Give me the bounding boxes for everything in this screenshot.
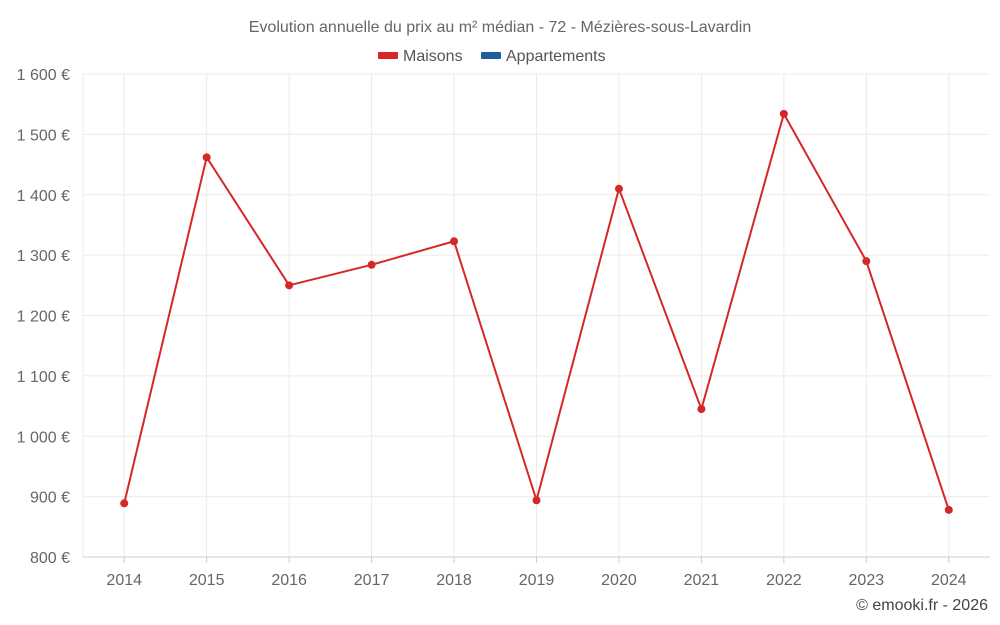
data-point-2022[interactable]: [779, 109, 788, 118]
y-tick-label: 1 600 €: [17, 67, 70, 84]
data-point-2017[interactable]: [367, 260, 376, 269]
y-tick-label: 1 500 €: [17, 127, 70, 144]
data-point-2016[interactable]: [285, 281, 294, 290]
x-tick-label: 2024: [931, 572, 967, 589]
x-tick-label: 2023: [849, 572, 885, 589]
legend-swatch-appartements[interactable]: [481, 52, 501, 59]
legend-label-appartements[interactable]: Appartements: [506, 48, 606, 65]
x-tick-label: 2016: [271, 572, 307, 589]
x-tick-label: 2021: [684, 572, 720, 589]
y-tick-label: 1 200 €: [17, 309, 70, 326]
x-tick-label: 2019: [519, 572, 555, 589]
x-tick-label: 2018: [436, 572, 472, 589]
data-point-2021[interactable]: [697, 405, 706, 414]
y-tick-label: 900 €: [30, 490, 70, 507]
axes: 800 € 900 € 1 000 € 1 100 € 1 200 € 1 300 € 1 …: [17, 67, 990, 589]
chart-title: Evolution annuelle du prix au m² médian …: [249, 19, 751, 36]
data-point-2019[interactable]: [532, 496, 541, 505]
x-tick-label: 2015: [189, 572, 225, 589]
y-tick-label: 1 000 €: [17, 429, 70, 446]
y-tick-label: 1 100 €: [17, 369, 70, 386]
legend-label-maisons[interactable]: Maisons: [403, 48, 463, 65]
x-tick-label: 2014: [106, 572, 142, 589]
data-point-2023[interactable]: [862, 257, 871, 266]
grid: [82, 73, 990, 557]
data-point-2014[interactable]: [120, 499, 129, 508]
data-point-2015[interactable]: [202, 153, 211, 162]
x-tick-label: 2022: [766, 572, 802, 589]
chart-legend: Maisons Appartements: [378, 48, 606, 65]
x-tick-label: 2017: [354, 572, 390, 589]
y-tick-label: 1 300 €: [17, 248, 70, 265]
data-point-2018[interactable]: [450, 237, 459, 246]
legend-swatch-maisons[interactable]: [378, 52, 398, 59]
y-tick-label: 800 €: [30, 550, 70, 567]
y-tick-label: 1 400 €: [17, 188, 70, 205]
x-tick-label: 2020: [601, 572, 637, 589]
data-point-2024[interactable]: [944, 505, 953, 514]
series-maisons: [120, 109, 953, 514]
data-point-2020[interactable]: [614, 184, 623, 193]
credit-text: © emooki.fr - 2026: [856, 597, 988, 614]
